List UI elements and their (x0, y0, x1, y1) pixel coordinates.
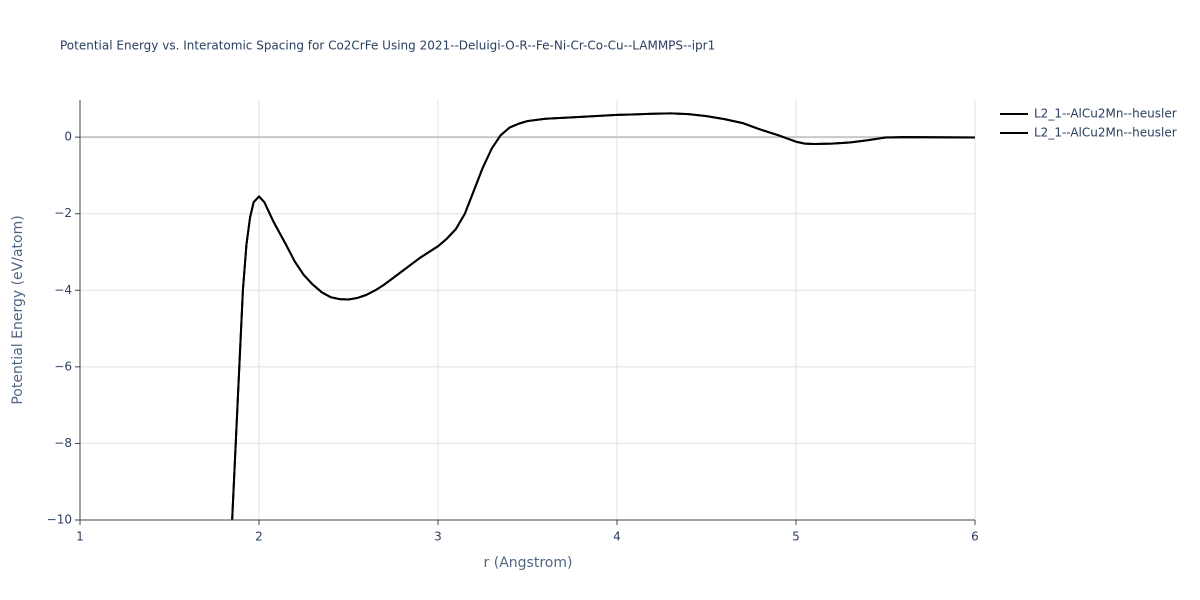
x-tick-label: 5 (792, 530, 800, 544)
x-tick-label: 4 (613, 530, 621, 544)
y-axis-title: Potential Energy (eV/atom) (10, 215, 26, 404)
chart-title: Potential Energy vs. Interatomic Spacing… (60, 39, 715, 53)
y-tick-label: −10 (47, 513, 72, 527)
y-tick-label: 0 (64, 130, 72, 144)
x-tick-label: 3 (434, 530, 442, 544)
y-tick-label: −6 (54, 359, 72, 373)
legend-label: L2_1--AlCu2Mn--heusler (1034, 126, 1177, 140)
x-axis-title: r (Angstrom) (484, 555, 573, 571)
y-tick-label: −4 (54, 283, 72, 297)
y-tick-label: −2 (54, 206, 72, 220)
x-tick-label: 6 (971, 530, 979, 544)
data-line (231, 112, 975, 520)
grid (79, 100, 976, 521)
y-tick-label: −8 (54, 436, 72, 450)
axes: 1 2 3 4 5 6 −10 −8 −6 −4 −2 0 (47, 100, 979, 544)
plot-area (231, 112, 975, 520)
x-tick-label: 1 (76, 530, 84, 544)
data-line (231, 112, 975, 520)
x-tick-label: 2 (255, 530, 263, 544)
legend-label: L2_1--AlCu2Mn--heusler (1034, 107, 1177, 121)
